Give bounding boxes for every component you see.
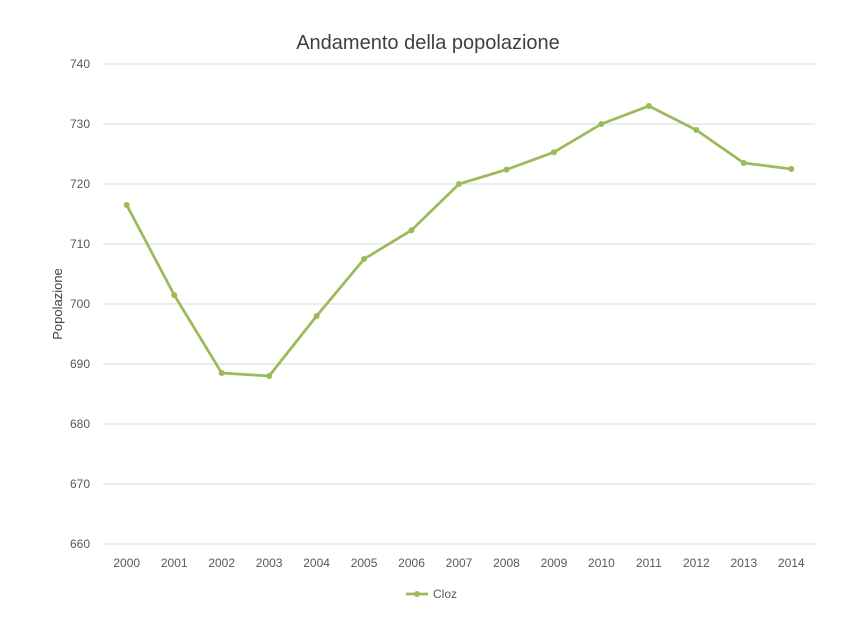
x-tick-label: 2004 [303,556,330,570]
x-tick-label: 2010 [588,556,615,570]
x-tick-label: 2009 [541,556,568,570]
series-cloz [123,103,795,379]
y-tick-label: 710 [70,237,90,251]
data-point [456,181,462,187]
x-tick-label: 2014 [778,556,805,570]
data-point [171,292,178,298]
data-point [788,166,795,172]
data-point [598,121,605,127]
data-point [550,149,557,156]
y-tick-label: 700 [70,297,90,311]
x-tick-label: 2006 [398,556,425,570]
legend-label: Cloz [433,587,457,601]
x-tick-label: 2001 [161,556,188,570]
gridlines [103,63,815,545]
x-tick-label: 2013 [730,556,757,570]
legend-marker [414,591,420,597]
data-point [123,202,130,208]
series-line [125,104,793,378]
y-tick-label: 730 [70,117,90,131]
x-tick-label: 2008 [493,556,520,570]
x-tick-label: 2005 [351,556,378,570]
x-tick-label: 2002 [208,556,235,570]
chart-title: Andamento della popolazione [296,32,560,54]
data-point [693,127,700,133]
x-tick-label: 2011 [636,556,662,570]
data-point [408,227,415,234]
data-point [218,370,225,376]
legend: Cloz [406,587,457,601]
x-tick-labels: 2000 2001 2002 2003 2004 2005 2006 2007 2008 2009… [113,556,805,570]
data-point [361,256,368,262]
x-tick-label: 2012 [683,556,710,570]
y-tick-label: 720 [70,177,90,191]
y-tick-label: 680 [70,417,90,431]
y-tick-label: 690 [70,357,90,371]
x-tick-label: 2000 [113,556,140,570]
data-point [645,103,652,109]
y-tick-label: 670 [70,477,90,491]
y-tick-labels: 660 670 680 690 700 710 720 730 740 [70,57,90,551]
data-point [313,313,320,319]
x-tick-label: 2003 [256,556,283,570]
y-axis-label: Popolazione [50,268,65,340]
y-tick-label: 660 [70,537,90,551]
data-point [740,160,747,166]
x-tick-label: 2007 [446,556,473,570]
data-point [503,166,510,173]
data-point [266,373,273,379]
y-tick-label: 740 [70,57,90,71]
